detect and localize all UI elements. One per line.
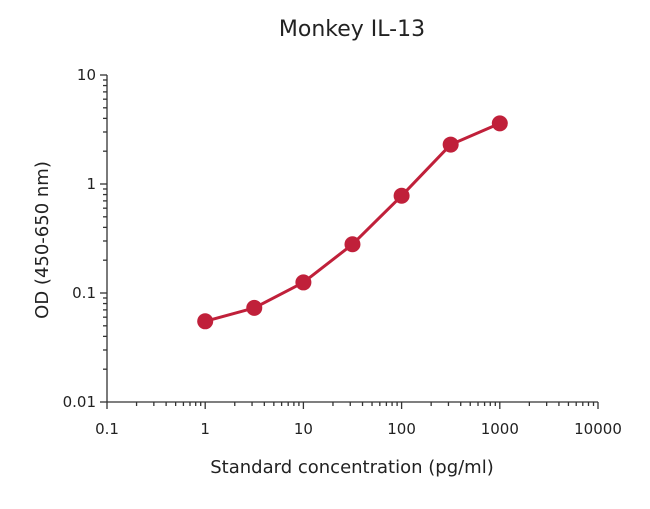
data-point: [393, 187, 410, 204]
x-tick-label: 0.1: [95, 420, 119, 438]
data-point: [344, 236, 361, 253]
y-tick-label: 0.01: [63, 393, 96, 411]
y-tick-label: 1: [86, 175, 96, 193]
x-tick-label: 100: [387, 420, 416, 438]
data-point: [197, 313, 214, 330]
x-tick-label: 1: [200, 420, 210, 438]
y-tick-label: 10: [77, 66, 96, 84]
y-tick-label: 0.1: [72, 284, 96, 302]
y-axis-label: OD (450-650 nm): [32, 161, 53, 319]
data-point: [246, 299, 263, 316]
data-point: [295, 274, 312, 291]
axes: [100, 74, 599, 409]
chart-title: Monkey IL-13: [279, 17, 425, 42]
x-tick-label: 10000: [574, 420, 622, 438]
x-axis-label: Standard concentration (pg/ml): [210, 457, 494, 478]
x-tick-label: 1000: [481, 420, 519, 438]
y-tick-labels: 0.01 0.1 1 10: [63, 66, 96, 411]
data-point: [442, 136, 459, 153]
x-tick-labels: 0.1 1 10 100 1000 10000: [95, 420, 622, 438]
x-tick-label: 10: [294, 420, 313, 438]
series-line: [203, 121, 502, 323]
data-point: [491, 115, 508, 132]
series-layer: [197, 115, 508, 330]
